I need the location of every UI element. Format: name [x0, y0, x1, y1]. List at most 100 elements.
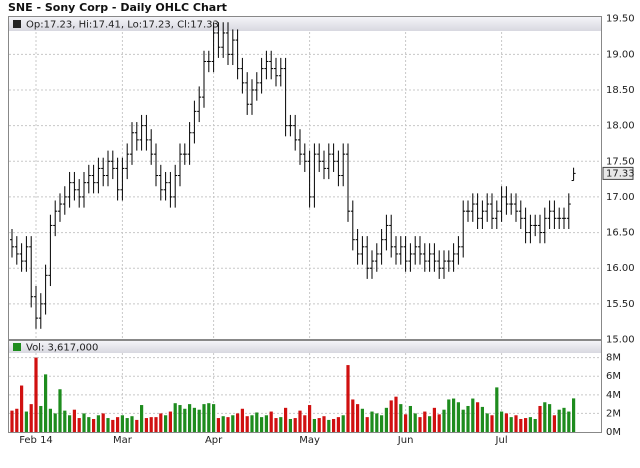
volume-bar [24, 411, 28, 432]
y-tick-label: 15.00 [606, 335, 635, 346]
volume-legend: Vol: 3,617,000 [26, 343, 98, 354]
volume-bar [20, 385, 24, 432]
x-tick-label: Apr [205, 435, 223, 446]
volume-tick-label: 2M [606, 408, 621, 419]
volume-bar [548, 404, 552, 432]
volume-bar [236, 413, 240, 432]
volume-bar [44, 374, 48, 432]
volume-bar [87, 417, 91, 432]
volume-bar [572, 398, 576, 432]
x-tick-label: Jul [495, 435, 508, 446]
volume-bar [384, 407, 388, 432]
volume-bar [332, 418, 336, 432]
volume-bar [312, 418, 316, 432]
volume-bar [183, 408, 187, 432]
volume-bar [140, 405, 144, 432]
volume-bar [452, 398, 456, 432]
volume-bar [48, 408, 52, 432]
volume-bar [533, 418, 537, 432]
volume-tick-label: 6M [606, 371, 621, 382]
x-tick-label: Feb 14 [19, 435, 53, 446]
volume-tick-label: 0M [606, 427, 621, 438]
volume-bar [154, 417, 158, 432]
volume-bar [437, 414, 441, 432]
volume-bar [125, 418, 129, 432]
volume-bar [423, 411, 427, 432]
y-tick-label: 15.50 [606, 299, 635, 310]
volume-bar [130, 416, 134, 432]
volume-bar [120, 415, 124, 432]
volume-bar [336, 417, 340, 432]
volume-bar [471, 398, 475, 432]
volume-bar [39, 405, 43, 432]
volume-bar [360, 408, 364, 432]
volume-bar [173, 403, 177, 432]
volume-bar [495, 387, 499, 432]
volume-bar [92, 418, 96, 432]
volume-bar [317, 418, 321, 432]
volume-bar [68, 415, 72, 432]
y-tick-label: 19.50 [606, 14, 635, 25]
volume-bar [245, 416, 249, 432]
volume-bar [192, 407, 196, 432]
volume-bar [226, 417, 230, 432]
volume-bar [365, 417, 369, 432]
volume-bar [15, 408, 19, 432]
volume-bar [370, 411, 374, 432]
volume-bar [216, 418, 220, 432]
y-tick-label: 17.00 [606, 192, 635, 203]
volume-bar [476, 402, 480, 432]
volume-header [9, 341, 601, 353]
volume-bar [456, 402, 460, 432]
volume-bar [389, 400, 393, 432]
y-tick-label: 16.50 [606, 228, 635, 239]
volume-bar [519, 418, 523, 432]
volume-bar [346, 365, 350, 432]
y-tick-label: 19.00 [606, 49, 635, 60]
volume-bar [178, 405, 182, 432]
volume-bar [351, 399, 355, 432]
volume-bar [269, 411, 273, 432]
volume-bar [432, 407, 436, 432]
volume-bar [562, 407, 566, 432]
volume-bar [149, 417, 153, 432]
volume-bar [72, 409, 76, 432]
volume-bar [543, 402, 547, 432]
volume-bar [327, 419, 331, 432]
price-legend: Op:17.23, Hi:17.41, Lo:17.23, Cl:17.33 [26, 20, 219, 31]
volume-bar [500, 411, 504, 432]
volume-bar [77, 418, 81, 432]
volume-bar [10, 410, 14, 432]
volume-bar [466, 405, 470, 432]
volume-bar [480, 406, 484, 432]
volume-tick-label: 8M [606, 353, 621, 364]
volume-bar [528, 417, 532, 432]
volume-bar [504, 413, 508, 432]
x-tick-label: May [299, 435, 320, 446]
volume-bar [288, 418, 292, 432]
volume-bar [341, 415, 345, 432]
volume-bar [375, 413, 379, 432]
volume-bar [394, 396, 398, 432]
volume-bar [308, 405, 312, 432]
volume-bar [188, 404, 192, 432]
volume-legend-icon [13, 343, 21, 351]
x-tick-label: Mar [113, 435, 133, 446]
price-panel [8, 16, 602, 340]
volume-bar [106, 418, 110, 432]
volume-bar [274, 418, 278, 432]
volume-bar [279, 417, 283, 432]
volume-bar [524, 418, 528, 432]
volume-bar [509, 417, 513, 432]
volume-bar [212, 404, 216, 432]
volume-bar [264, 415, 268, 432]
volume-bar [34, 357, 38, 432]
chart-title: SNE - Sony Corp - Daily OHLC Chart [8, 1, 227, 14]
volume-bar [447, 399, 451, 432]
volume-bar [231, 415, 235, 432]
volume-bar [250, 415, 254, 432]
volume-bar [514, 415, 518, 432]
volume-bar [29, 404, 33, 432]
